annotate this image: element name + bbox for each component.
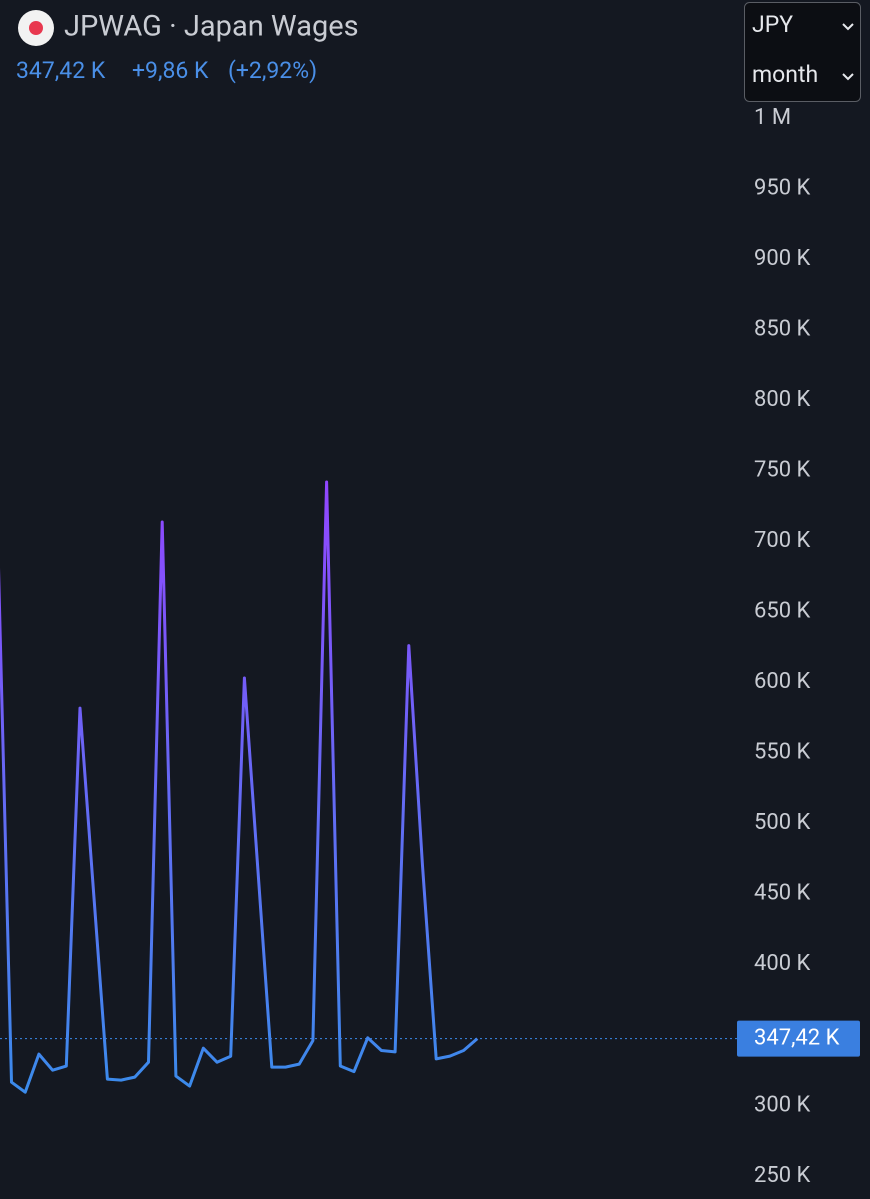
line — [0, 480, 479, 1094]
currency-select[interactable]: JPY — [752, 11, 854, 38]
y-tick-label: 950 K — [754, 175, 811, 200]
y-tick-label: 850 K — [754, 316, 811, 341]
current-value-label: 347,42 K — [754, 1025, 840, 1050]
control-box — [744, 2, 861, 102]
change: +9,86 K — [132, 57, 209, 84]
change-pct: (+2,92%) — [228, 57, 317, 84]
title: JPWAG · Japan Wages — [64, 10, 359, 44]
y-tick-label: 500 K — [754, 810, 811, 835]
chevron — [842, 23, 854, 31]
currency[interactable]: JPY — [752, 11, 793, 38]
y-tick-label: 700 K — [754, 528, 811, 553]
chevron — [842, 73, 854, 81]
y-tick-label: 600 K — [754, 669, 811, 694]
price: 347,42 K — [16, 57, 106, 84]
plot-area — [0, 480, 737, 1094]
flag-dot — [29, 21, 43, 35]
y-tick-label: 1 M — [754, 105, 791, 130]
current-value-badge — [737, 1020, 860, 1057]
y-tick-label: 550 K — [754, 740, 811, 765]
y-tick-label: 300 K — [754, 1092, 811, 1117]
y-tick-label: 450 K — [754, 881, 811, 906]
y-tick-label: 400 K — [754, 951, 811, 976]
y-tick-label: 750 K — [754, 457, 811, 482]
controls: JPY month — [744, 2, 861, 102]
y-tick-label: 650 K — [754, 599, 811, 624]
interval-select[interactable]: month — [752, 61, 854, 88]
y-tick-label: 900 K — [754, 246, 811, 271]
y-tick-label: 800 K — [754, 387, 811, 412]
y-tick-label: 250 K — [754, 1163, 811, 1188]
interval[interactable]: month — [752, 61, 818, 88]
